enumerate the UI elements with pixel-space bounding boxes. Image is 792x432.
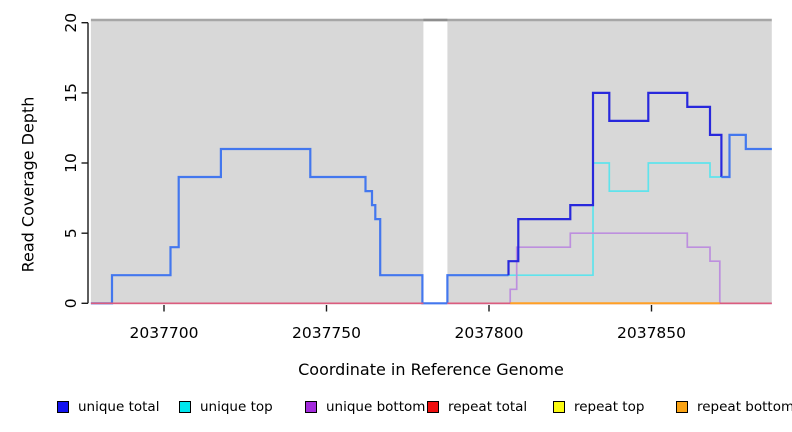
legend-label: repeat total bbox=[448, 399, 528, 415]
y-tick-label: 5 bbox=[62, 228, 80, 238]
y-axis-label: Read Coverage Depth bbox=[18, 96, 38, 273]
legend-label: repeat top bbox=[574, 399, 645, 415]
y-tick-label: 15 bbox=[62, 83, 80, 103]
legend-label: unique bottom bbox=[326, 399, 426, 415]
series-unique-total-line bbox=[446, 274, 509, 304]
legend-swatch-icon bbox=[553, 401, 565, 413]
legend-label: unique top bbox=[200, 399, 273, 415]
legend-item-repeat-bottom: repeat bottom bbox=[676, 399, 792, 415]
series-unique-total-line bbox=[507, 91, 723, 276]
x-axis-label: Coordinate in Reference Genome bbox=[298, 360, 564, 379]
legend-item-repeat-top: repeat top bbox=[553, 399, 644, 415]
legend-label: repeat bottom bbox=[697, 399, 792, 415]
y-tick-label: 10 bbox=[62, 153, 80, 173]
legend-swatch-icon bbox=[57, 401, 69, 413]
legend-item-unique-top: unique top bbox=[179, 399, 273, 415]
chart-legend: unique total unique top unique bottom repea… bbox=[0, 399, 792, 419]
x-tick-label: 2037850 bbox=[617, 324, 686, 342]
legend-swatch-icon bbox=[305, 401, 317, 413]
y-tick-label: 20 bbox=[62, 13, 80, 33]
legend-swatch-icon bbox=[427, 401, 439, 413]
legend-item-repeat-total: repeat total bbox=[427, 399, 527, 415]
x-tick-label: 2037750 bbox=[292, 324, 361, 342]
legend-label: unique total bbox=[78, 399, 160, 415]
series-unique-total-line bbox=[721, 133, 772, 179]
y-tick-label: 0 bbox=[62, 298, 80, 308]
legend-item-unique-total: unique total bbox=[57, 399, 159, 415]
x-tick-label: 2037700 bbox=[129, 324, 198, 342]
series-unique-bottom-line bbox=[447, 232, 772, 305]
series-unique-total-line bbox=[90, 147, 448, 305]
legend-item-unique-bottom: unique bottom bbox=[305, 399, 425, 415]
x-tick-label: 2037800 bbox=[454, 324, 523, 342]
legend-swatch-icon bbox=[676, 401, 688, 413]
plot-panel bbox=[90, 21, 424, 305]
legend-swatch-icon bbox=[179, 401, 191, 413]
